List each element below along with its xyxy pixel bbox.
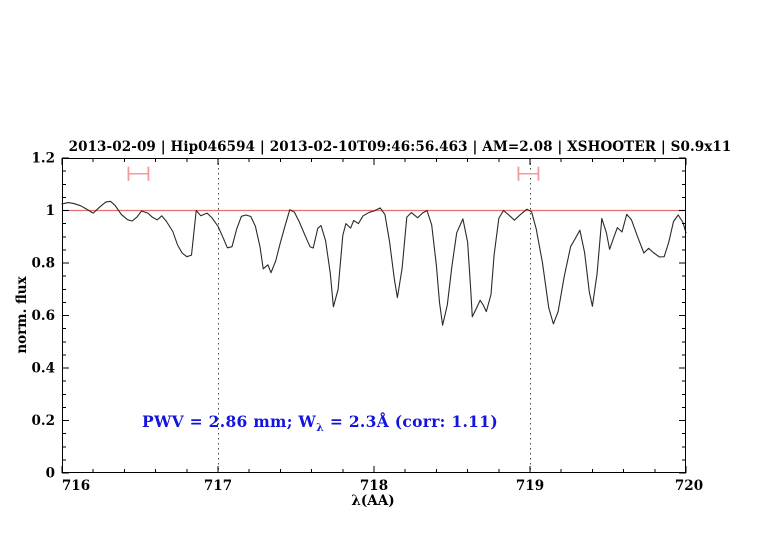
y-tick-label: 0.2 [32, 413, 56, 429]
plot-title: 2013-02-09 | Hip046594 | 2013-02-10T09:4… [69, 139, 732, 155]
spectrum-line [61, 200, 687, 326]
telluric-range-marker [127, 166, 150, 181]
y-tick-label: 0 [46, 466, 55, 482]
y-axis-label: norm. flux [14, 275, 30, 353]
plot-generated-graphics: 716 717 718 719 720 0 0.2 0.4 0.6 0.8 1 1.2 [32, 151, 704, 495]
x-tick-label: 719 [516, 478, 544, 494]
annotation-suffix: = 2.3Å (corr: 1.11) [324, 412, 498, 431]
annotation-prefix: PWV = 2.86 mm; W [142, 412, 316, 431]
y-tick-label: 1 [46, 203, 55, 219]
y-tick-label: 0.8 [32, 256, 56, 272]
y-tick-label: 0.4 [32, 361, 56, 377]
telluric-range-marker [517, 166, 540, 181]
annotation-subscript: λ [316, 421, 324, 434]
y-tick-label: 0.6 [32, 308, 56, 324]
x-tick-label: 718 [360, 478, 388, 494]
y-tick-label: 1.2 [32, 151, 56, 167]
x-tick-label: 716 [62, 478, 90, 494]
x-axis-label: λ(AA) [351, 493, 394, 509]
x-tick-label: 717 [204, 478, 232, 494]
axis-ticks: 716 717 718 719 720 0 0.2 0.4 0.6 0.8 1 1.2 [32, 151, 704, 495]
pwv-annotation: PWV = 2.86 mm; Wλ = 2.3Å (corr: 1.11) [142, 412, 498, 434]
x-tick-label: 720 [675, 478, 703, 494]
